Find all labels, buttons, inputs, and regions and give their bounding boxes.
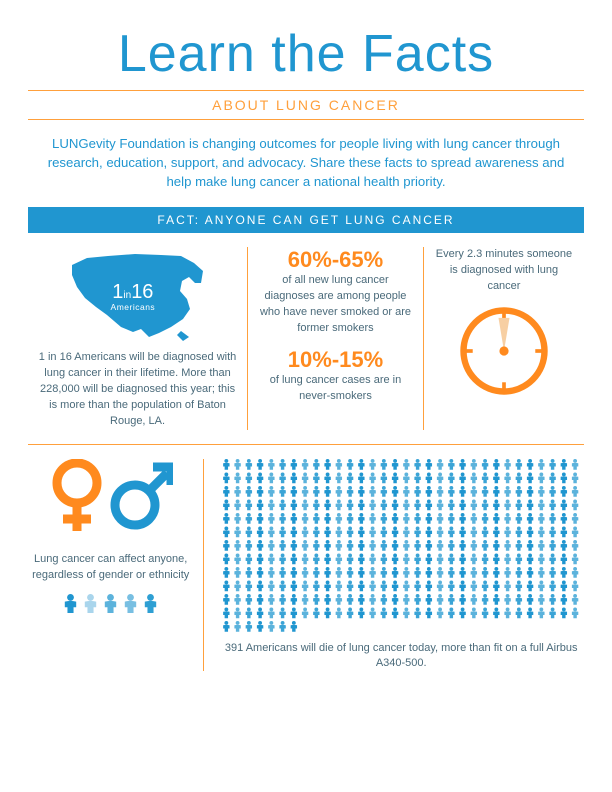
- people-row-icon: [61, 592, 161, 646]
- grid-caption: 391 Americans will die of lung cancer to…: [218, 641, 584, 672]
- page-title: Learn the Facts: [28, 24, 584, 84]
- male-pct: 51%: [123, 497, 147, 511]
- clock-icon: [458, 305, 550, 397]
- subhead: ABOUT LUNG CANCER: [28, 93, 584, 120]
- female-icon: 49%: [49, 459, 105, 544]
- stat2-head: 10%-15%: [258, 347, 413, 373]
- col3-body: Every 2.3 minutes someone is diagnosed w…: [434, 247, 574, 295]
- col-person-grid: 391 Americans will die of lung cancer to…: [204, 459, 584, 671]
- col-clock: Every 2.3 minutes someone is diagnosed w…: [423, 247, 584, 430]
- col1-body: 1 in 16 Americans will be diagnosed with…: [38, 350, 237, 430]
- facts-row-1: 1in16 Americans 1 in 16 Americans will b…: [28, 247, 584, 445]
- col-percentages: 60%-65% of all new lung cancer diagnoses…: [247, 247, 423, 430]
- stat2-body: of lung cancer cases are in never-smoker…: [258, 373, 413, 405]
- male-icon: 51%: [109, 459, 173, 544]
- intro-text: LUNGevity Foundation is changing outcome…: [46, 134, 566, 191]
- stat1-head: 60%-65%: [258, 247, 413, 273]
- col-gender: 49% 51% Lung cancer can affect anyone, r…: [28, 459, 204, 671]
- map-ratio-label: 1in16 Americans: [111, 281, 156, 312]
- rule: [28, 90, 584, 91]
- female-pct: 49%: [63, 475, 87, 489]
- person-grid-icon: [221, 459, 581, 635]
- col-usa-map: 1in16 Americans 1 in 16 Americans will b…: [28, 247, 247, 430]
- fact-banner: FACT: ANYONE CAN GET LUNG CANCER: [28, 207, 584, 233]
- stat1-body: of all new lung cancer diagnoses are amo…: [258, 273, 413, 337]
- facts-row-2: 49% 51% Lung cancer can affect anyone, r…: [28, 459, 584, 671]
- gender-body: Lung cancer can affect anyone, regardles…: [28, 552, 193, 584]
